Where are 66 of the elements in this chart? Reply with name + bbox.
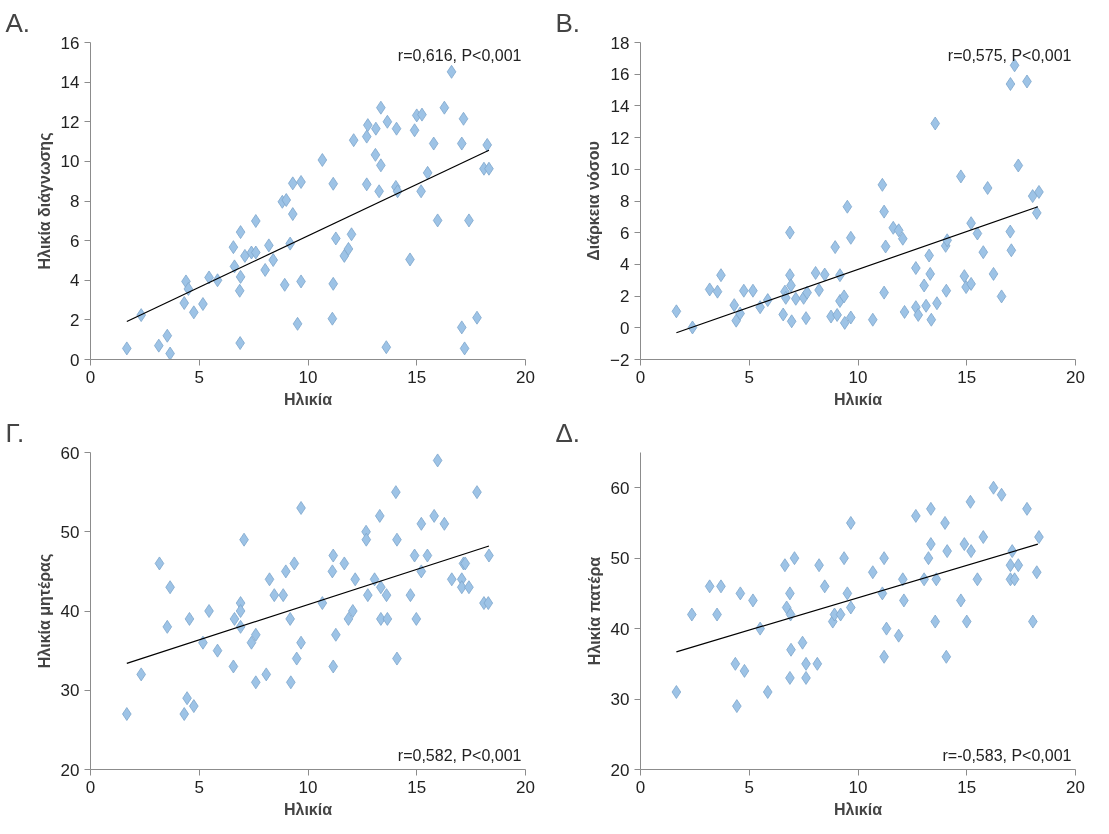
x-tick-label: 20 (516, 367, 535, 387)
annotation: r=0,616, P<0,001 (397, 46, 522, 64)
y-tick-label: 60 (610, 478, 630, 498)
x-tick-label: 20 (1066, 777, 1085, 797)
y-tick-label: 16 (610, 65, 630, 85)
x-tick-label: 0 (85, 367, 96, 387)
x-tick-label: 15 (407, 777, 427, 797)
y-tick-label: 2 (620, 287, 630, 307)
annotation: r=0,582, P<0,001 (397, 746, 522, 764)
y-tick-label: 50 (610, 549, 630, 569)
y-tick-label: 40 (610, 619, 630, 639)
y-axis-title: Διάρκεια νόσου (585, 141, 603, 261)
chart-title: Δ. (555, 417, 581, 448)
y-tick-label: 50 (60, 522, 80, 542)
x-tick-label: 0 (85, 777, 96, 797)
x-tick-label: 0 (635, 777, 646, 797)
y-tick-label: −2 (610, 350, 630, 370)
x-tick-label: 5 (744, 777, 754, 797)
x-tick-label: 10 (848, 777, 868, 797)
x-axis-title: Ηλικία (833, 390, 883, 408)
x-tick-label: 20 (516, 777, 535, 797)
y-tick-label: 20 (60, 760, 80, 780)
y-tick-label: 0 (620, 318, 630, 338)
y-tick-label: 14 (60, 73, 80, 93)
y-tick-label: 8 (620, 192, 630, 211)
y-tick-label: 10 (610, 160, 630, 180)
y-tick-label: 30 (610, 690, 630, 710)
y-tick-label: 20 (610, 760, 630, 780)
x-tick-label: 15 (957, 777, 977, 797)
y-axis-title: Ηλικία πατέρα (585, 556, 603, 666)
x-axis-title: Ηλικία (283, 390, 333, 408)
y-tick-label: 18 (610, 33, 630, 53)
y-tick-label: 10 (60, 152, 80, 172)
annotation: r=-0,583, P<0,001 (942, 746, 1072, 764)
y-tick-label: 40 (60, 602, 80, 621)
y-tick-label: 4 (70, 271, 80, 291)
annotation: r=0,575, P<0,001 (947, 46, 1072, 64)
y-tick-label: 4 (620, 255, 630, 275)
y-tick-label: 0 (70, 350, 80, 370)
y-tick-label: 30 (60, 681, 80, 701)
y-axis-title: Ηλικία μητέρας (35, 553, 54, 669)
chart-title: A. (5, 7, 31, 38)
x-tick-label: 20 (1066, 367, 1085, 387)
x-tick-label: 15 (957, 367, 977, 387)
x-tick-label: 0 (635, 367, 646, 387)
chart-title: Γ. (5, 417, 25, 448)
y-tick-label: 12 (60, 112, 80, 132)
x-tick-label: 5 (194, 777, 204, 797)
y-tick-label: 6 (620, 223, 630, 243)
y-tick-label: 16 (60, 33, 80, 53)
chart-title: B. (555, 7, 581, 38)
y-tick-label: 12 (610, 128, 630, 148)
y-axis-title: Ηλικία διάγνωσης (35, 132, 54, 270)
y-tick-label: 14 (610, 96, 630, 116)
y-tick-label: 8 (70, 192, 80, 211)
x-tick-label: 10 (298, 367, 318, 387)
x-tick-label: 10 (848, 367, 868, 387)
x-tick-label: 5 (194, 367, 204, 387)
y-tick-label: 2 (70, 310, 80, 330)
x-tick-label: 10 (298, 777, 318, 797)
x-tick-label: 5 (744, 367, 754, 387)
x-axis-title: Ηλικία (283, 800, 333, 818)
y-tick-label: 6 (70, 231, 80, 251)
x-tick-label: 15 (407, 367, 427, 387)
y-tick-label: 60 (60, 443, 80, 463)
x-axis-title: Ηλικία (833, 800, 883, 818)
